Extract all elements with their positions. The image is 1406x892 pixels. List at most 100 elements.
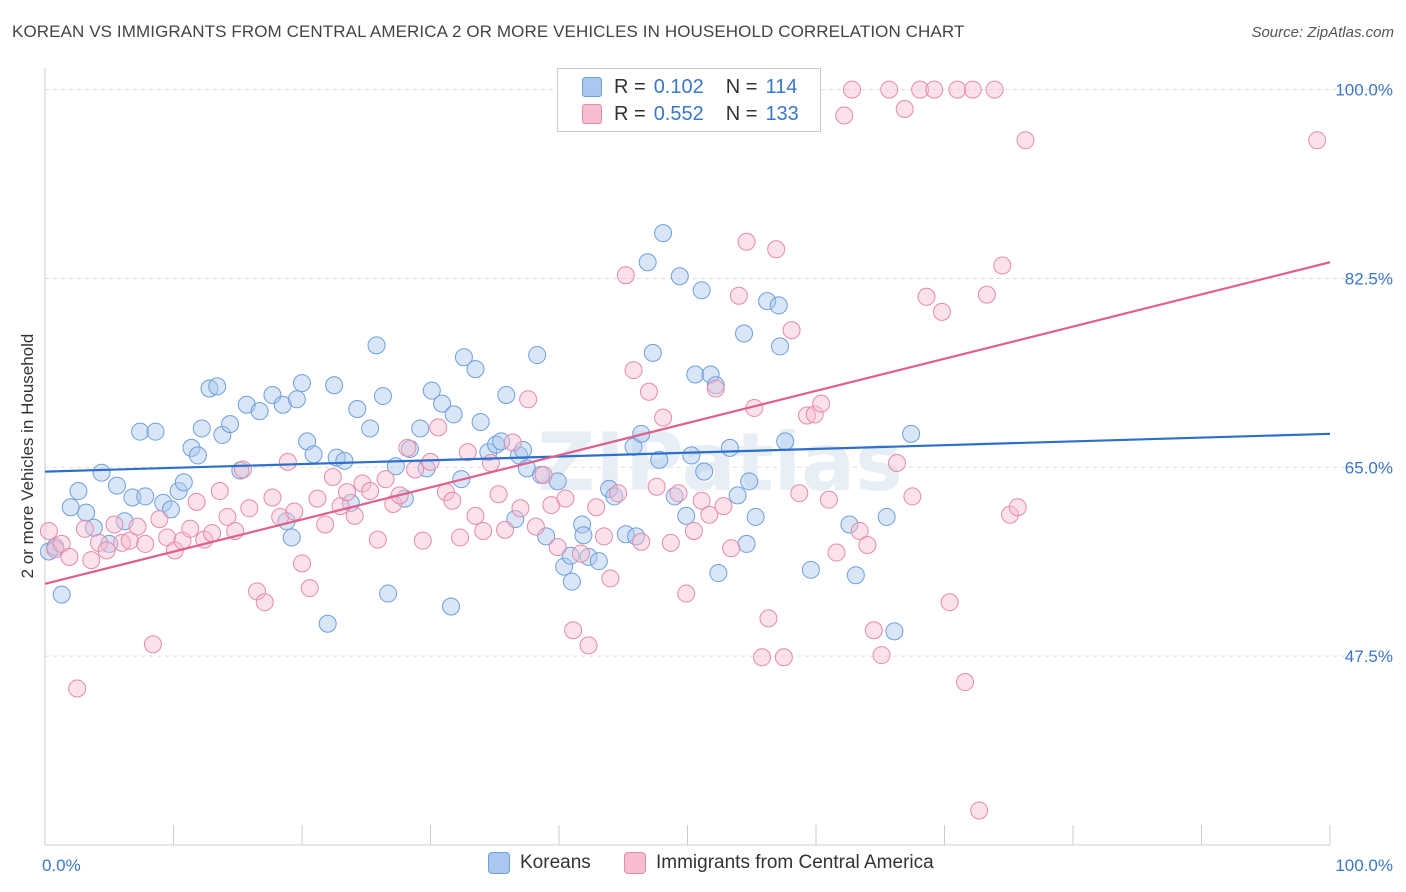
korean-point [136,487,155,506]
central-america-point [647,477,666,496]
central-america-point [564,621,583,640]
central-america-point [609,484,628,503]
series-legend: Koreans Immigrants from Central America [0,852,1406,878]
koreans-trend-line [44,432,1331,473]
central-america-point [368,530,387,549]
korean-point [61,498,80,517]
central-america-point [977,285,996,304]
central-america-points [39,80,1327,820]
central-america-point [729,286,748,305]
central-america-point [594,527,613,546]
central-america-point [714,497,733,516]
korean-point [769,296,788,315]
central-america-point [240,499,259,518]
central-america-point [361,482,380,501]
central-america-point [263,488,282,507]
central-america-point [481,453,500,472]
central-america-point [880,80,899,99]
source-label: Source: ZipAtlas.com [1251,24,1394,41]
trend-lines [44,261,1331,585]
central-america-point [105,515,124,534]
central-america-point [39,521,58,540]
central-america-point [421,452,440,471]
korean-point [471,412,490,431]
central-america-point [255,593,274,612]
central-america-point [413,531,432,550]
central-america-point [1016,131,1035,150]
korean-point [282,528,301,547]
central-america-point [579,636,598,655]
legend-item-koreans: Koreans [488,852,591,874]
central-america-point [903,487,922,506]
koreans-points [39,224,921,641]
korean-point [188,446,207,465]
legend-row-central-america: R = 0.552 N = 133 [582,101,799,127]
korean-point [161,500,180,519]
korean-point [758,292,777,311]
korean-point [411,419,430,438]
korean-point [325,376,344,395]
korean-point [182,438,201,457]
central-america-point [940,593,959,612]
legend-label: Immigrants from Central America [656,852,934,873]
x-tick-label: 100.0% [1335,856,1393,875]
korean-point [627,527,646,546]
central-america-point [985,80,1004,99]
central-america-point [759,609,778,628]
korean-point [335,451,354,470]
central-america-point [632,532,651,551]
central-america-point [300,579,319,598]
korean-point [740,472,759,491]
korean-point [701,365,720,384]
central-america-point [782,321,801,340]
central-america-point [68,679,87,698]
korean-point [692,281,711,300]
n-value: 133 [765,102,799,125]
korean-point [92,463,111,482]
central-america-point [692,491,711,510]
korean-point [562,572,581,591]
central-america-point [278,452,297,471]
y-tick-labels: 47.5% 65.0% 82.5% 100.0% [1335,81,1393,667]
y-tick-label: 65.0% [1345,458,1393,477]
korean-point [373,387,392,406]
central-america-point [526,517,545,536]
central-america-point [737,232,756,251]
koreans-legend-swatch [488,852,510,874]
central-america-point [1308,131,1327,150]
central-america-point [443,491,462,510]
central-america-point [911,80,930,99]
korean-point [650,450,669,469]
central-america-swatch [582,104,602,124]
central-america-point [150,510,169,529]
central-america-point [97,541,116,560]
central-america-point [316,515,335,534]
korean-point [107,476,126,495]
central-america-point [398,438,417,457]
korean-point [885,622,904,641]
korean-point [318,614,337,633]
korean-point [776,432,795,451]
central-america-point [835,106,854,125]
korean-point [208,377,227,396]
stats-legend: R = 0.102 N = 114 R = 0.552 N = 133 [557,68,821,132]
central-america-point [323,468,342,487]
korean-point [174,473,193,492]
central-america-point [187,492,206,511]
central-america-point [842,80,861,99]
central-america-point [120,531,139,550]
central-america-point [654,408,673,427]
korean-point [735,324,754,343]
central-america-point [548,538,567,557]
central-america-point [774,648,793,667]
central-america-point [571,544,590,563]
central-america-point [429,418,448,437]
central-america-point [677,584,696,603]
central-america-point [587,498,606,517]
korean-point [433,394,452,413]
central-america-point [534,465,553,484]
central-america-point [466,506,485,525]
korean-point [695,462,714,481]
x-tick-labels: 0.0% 100.0% [42,856,1393,875]
